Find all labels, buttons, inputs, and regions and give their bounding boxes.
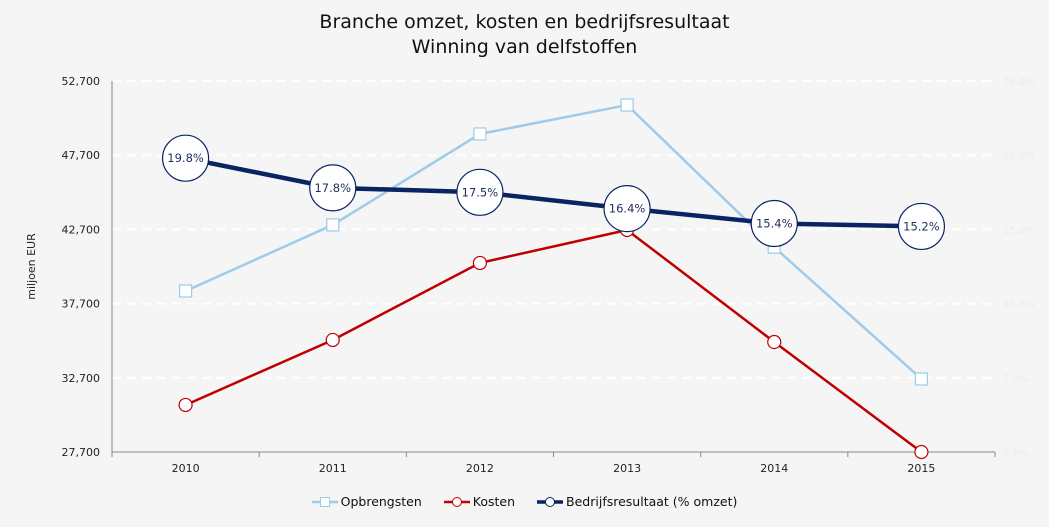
x-tick-label: 2014 xyxy=(760,462,788,475)
x-tick-label: 2012 xyxy=(466,462,494,475)
data-point-square xyxy=(914,372,929,386)
data-point-circle xyxy=(161,134,210,182)
y2-tick-label: 0.0% xyxy=(1003,448,1028,459)
data-point-square xyxy=(178,284,193,298)
y-tick-label: 27,700 xyxy=(62,446,101,459)
y-tick-label: 47,700 xyxy=(62,149,101,162)
y-tick-label: 32,700 xyxy=(62,372,101,385)
data-point-circle xyxy=(325,332,340,348)
data-point-circle xyxy=(897,202,946,251)
data-point-square xyxy=(620,98,634,112)
x-tick-label: 2011 xyxy=(319,462,347,475)
x-tick-label: 2013 xyxy=(613,462,641,475)
y-tick-label: 42,700 xyxy=(62,223,101,236)
data-point-circle xyxy=(456,168,504,216)
legend-item-bedrijfsresultaat: Bedrijfsresultaat (% omzet) xyxy=(537,494,737,509)
y2-tick-label: 5.0% xyxy=(1003,374,1028,385)
chart-title-line-1: Branche omzet, kosten en bedrijfsresulta… xyxy=(319,11,730,33)
data-point-circle xyxy=(767,334,782,350)
data-label: 19.8% xyxy=(167,151,204,165)
data-point-square xyxy=(326,218,340,232)
y2-tick-label: 25.0% xyxy=(1003,77,1035,88)
data-point-circle xyxy=(750,199,798,248)
x-tick-label: 2015 xyxy=(907,462,935,475)
legend-label: Bedrijfsresultaat (% omzet) xyxy=(566,494,738,509)
series-line-1 xyxy=(185,228,923,454)
y-tick-label: 52,700 xyxy=(62,75,101,88)
data-label: 17.5% xyxy=(462,185,499,199)
legend-label: Opbrengsten xyxy=(340,494,422,509)
y-axis-label: miljoen EUR xyxy=(25,233,38,300)
legend-item-kosten: Kosten xyxy=(443,494,516,509)
data-label: 16.4% xyxy=(609,202,646,216)
data-point-square xyxy=(473,127,487,141)
y2-tick-label: 20.0% xyxy=(1003,151,1035,162)
circle-marker-icon xyxy=(537,496,564,507)
chart-title-line-2: Winning van delfstoffen xyxy=(411,36,638,58)
x-tick-label: 2010 xyxy=(172,462,200,475)
y2-tick-label: 10.0% xyxy=(1003,300,1035,311)
data-point-circle xyxy=(914,444,929,460)
data-label: 17.8% xyxy=(314,181,351,195)
data-point-circle xyxy=(309,164,357,212)
data-label: 15.2% xyxy=(903,219,940,233)
legend: Opbrengsten Kosten Bedrijfsresultaat (% … xyxy=(0,494,1049,509)
legend-label: Kosten xyxy=(472,494,516,509)
y2-tick-label: 15.0% xyxy=(1003,225,1035,236)
data-label: 15.4% xyxy=(756,216,793,230)
series-line-0 xyxy=(185,103,923,380)
data-point-circle xyxy=(472,255,488,271)
y-tick-label: 37,700 xyxy=(62,298,101,311)
circle-marker-icon xyxy=(443,496,470,507)
data-point-circle xyxy=(603,185,651,233)
chart-title: Branche omzet, kosten en bedrijfsresulta… xyxy=(0,10,1049,60)
square-marker-icon xyxy=(311,496,338,507)
series-line-2 xyxy=(185,155,922,229)
legend-item-opbrengsten: Opbrengsten xyxy=(311,494,422,509)
data-point-circle xyxy=(178,397,193,413)
